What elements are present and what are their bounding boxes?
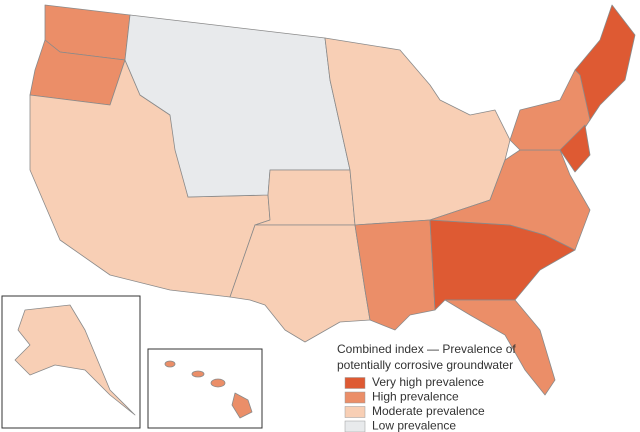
- legend-title: potentially corrosive groundwater: [337, 358, 513, 372]
- region: [574, 4, 636, 121]
- region: [191, 370, 205, 378]
- region: [231, 392, 253, 419]
- region: [210, 378, 226, 388]
- legend-swatch: [344, 391, 366, 404]
- legend-label: Very high prevalence: [372, 375, 484, 389]
- legend-swatch: [344, 420, 366, 432]
- region: [229, 224, 371, 343]
- region: [559, 124, 591, 173]
- states: [29, 4, 636, 396]
- region: [164, 360, 176, 368]
- region: [14, 304, 136, 416]
- legend-label: High prevalence: [372, 390, 459, 404]
- hawaii-inset: [147, 348, 263, 429]
- legend-title: Combined index — Prevalence of: [337, 342, 516, 356]
- region: [444, 299, 556, 396]
- legend-swatch: [344, 406, 366, 418]
- region: [254, 169, 356, 226]
- legend-swatch: [344, 377, 366, 389]
- region: [429, 149, 591, 251]
- region: [324, 37, 511, 226]
- legend-label: Moderate prevalence: [372, 404, 485, 418]
- legend-label: Low prevalence: [372, 419, 456, 432]
- hawaii-islands: [164, 360, 253, 419]
